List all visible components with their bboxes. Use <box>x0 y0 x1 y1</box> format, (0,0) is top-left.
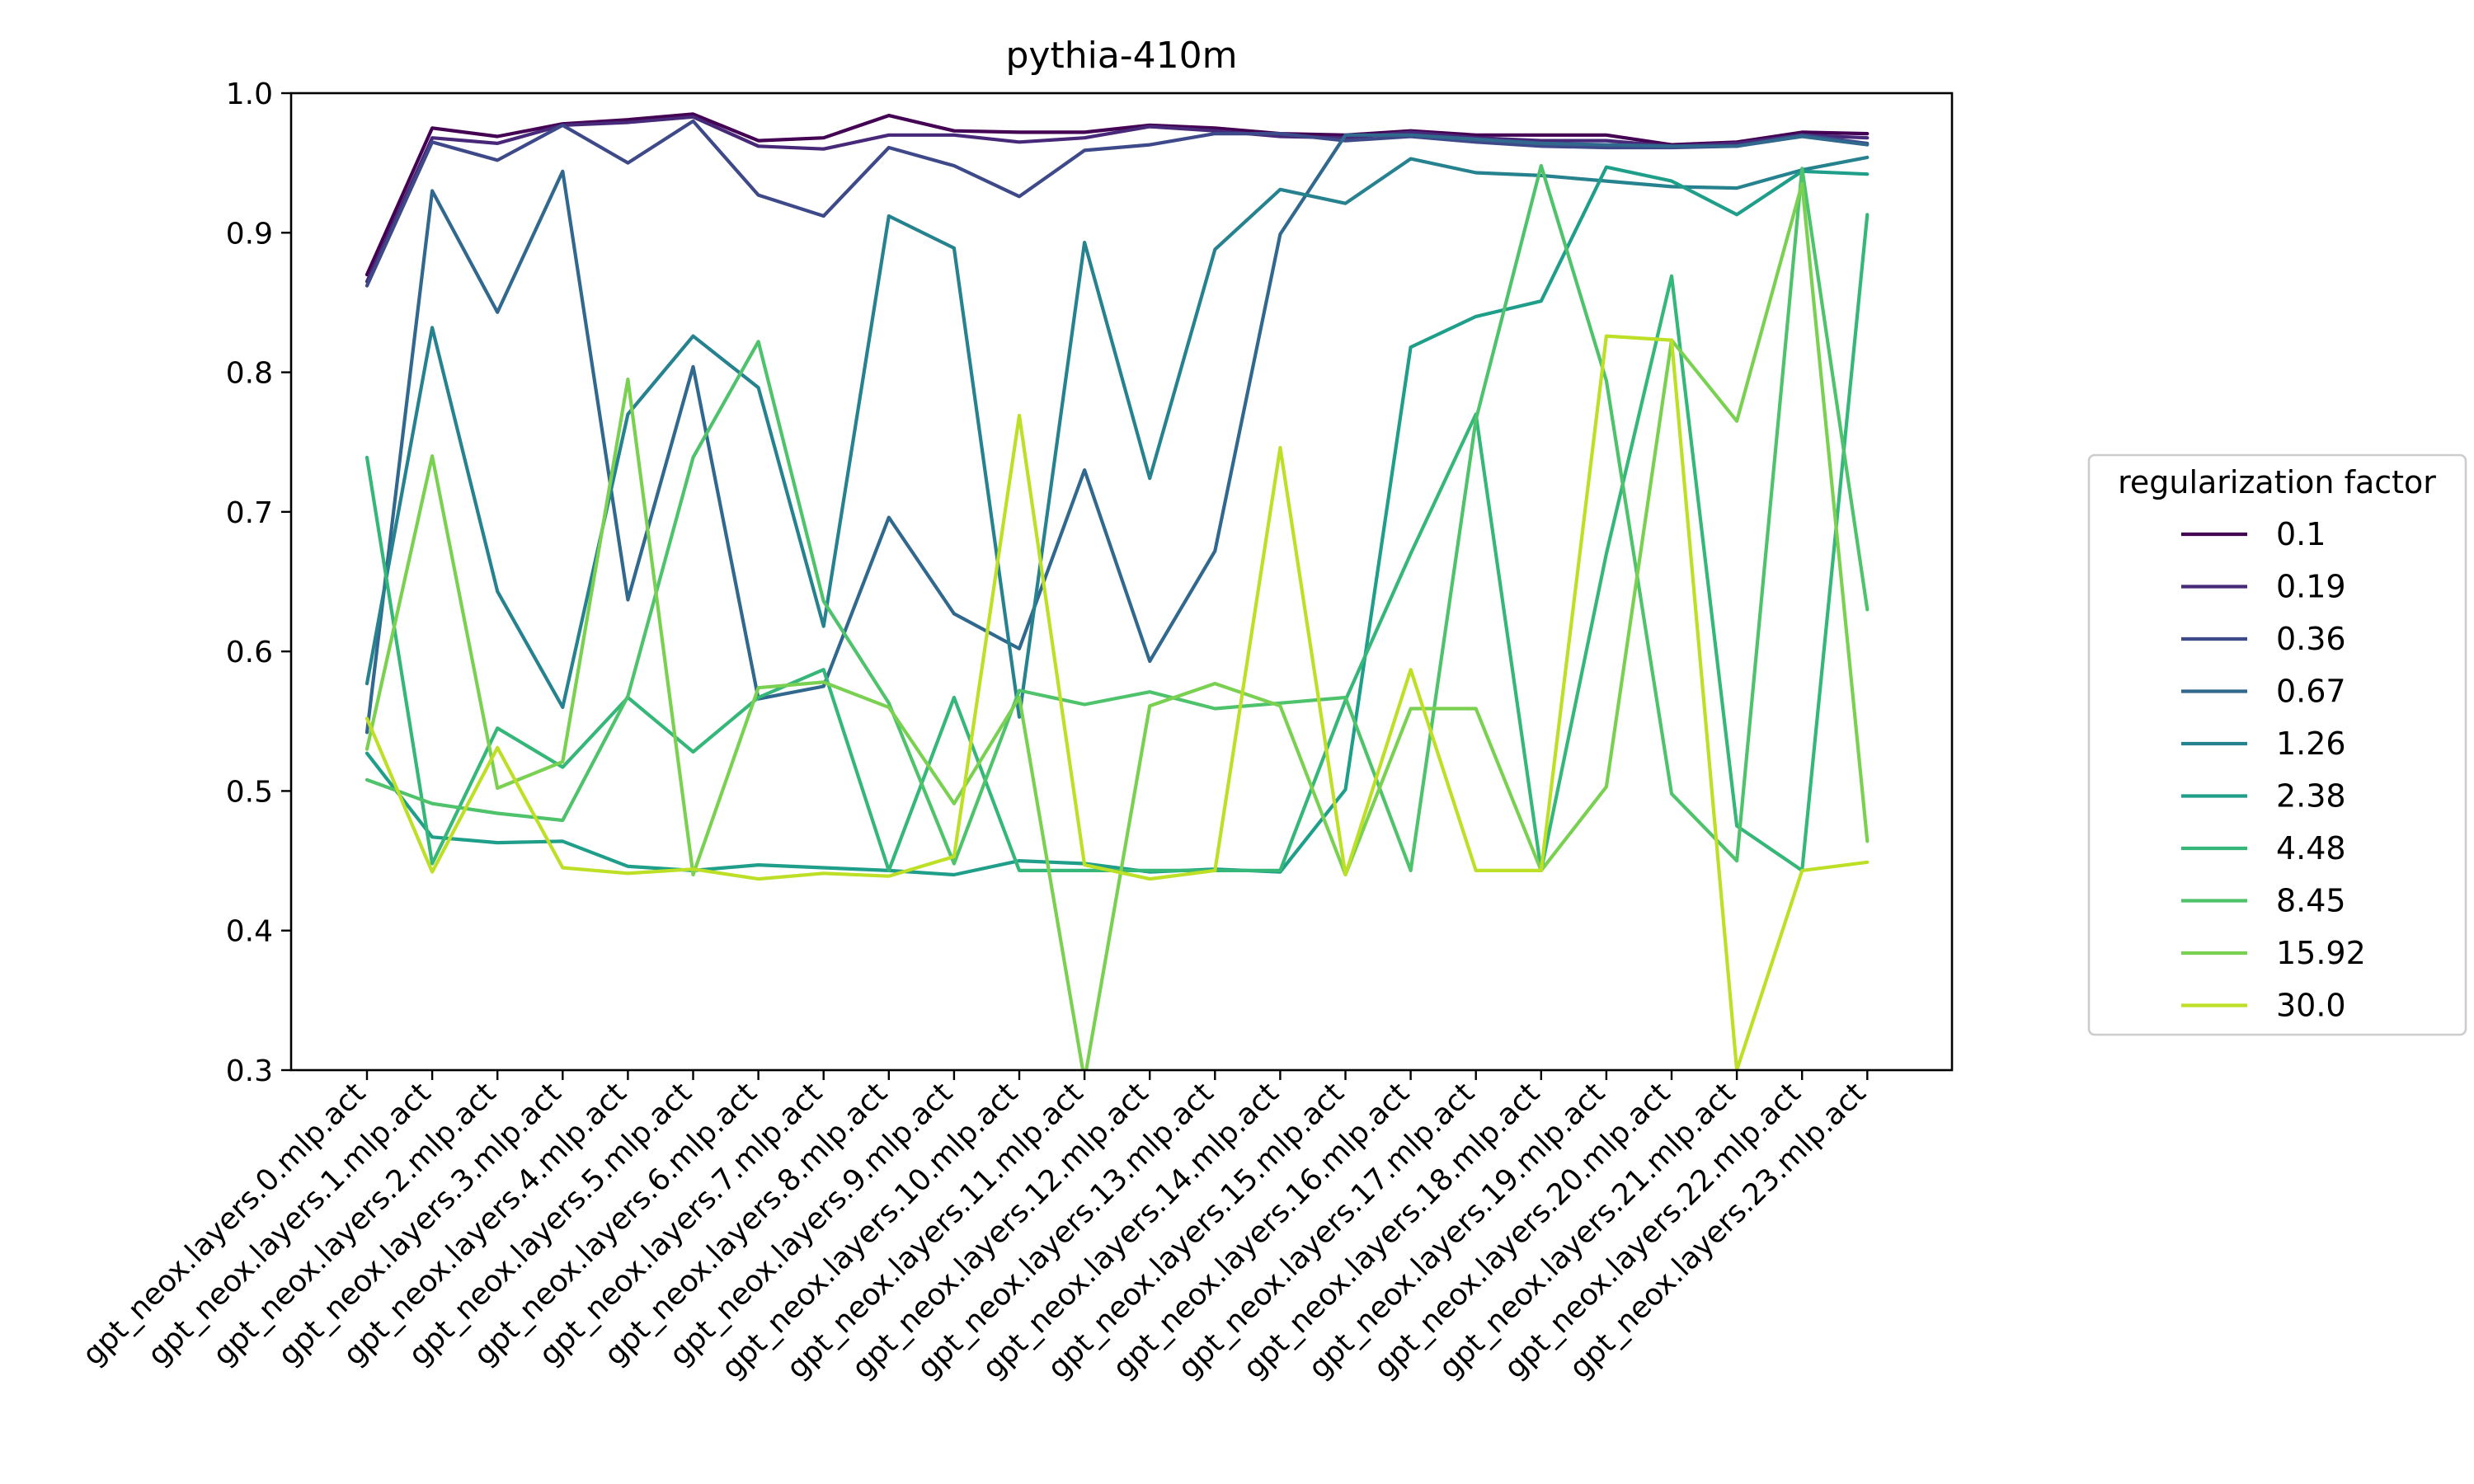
legend-label: 1.26 <box>2276 726 2346 762</box>
y-tick-label: 1.0 <box>226 77 273 111</box>
legend-label: 0.1 <box>2276 516 2326 552</box>
y-tick-label: 0.4 <box>226 915 273 949</box>
series-line-1.26 <box>365 155 1870 719</box>
y-axis: 0.3 0.4 0.5 0.6 0.7 0.8 0.9 1.0 <box>226 77 291 1088</box>
y-tick-label: 0.9 <box>226 217 273 251</box>
legend-label: 0.36 <box>2276 621 2346 657</box>
series-line-0.36 <box>365 119 1870 288</box>
chart-title: pythia-410m <box>1005 35 1237 77</box>
series-lines <box>365 112 1870 1070</box>
y-tick-label: 0.7 <box>226 496 273 530</box>
legend-frame <box>2087 453 2467 1036</box>
y-tick-label: 0.3 <box>226 1054 273 1088</box>
y-tick-label: 0.8 <box>226 357 273 391</box>
legend-label: 0.19 <box>2276 569 2346 605</box>
legend-label: 0.67 <box>2276 674 2346 710</box>
legend-label: 8.45 <box>2276 883 2346 919</box>
series-line-0.19 <box>365 115 1870 284</box>
series-line-8.45 <box>365 163 1870 873</box>
series-line-0.67 <box>365 133 1870 735</box>
series-line-2.38 <box>365 165 1870 877</box>
legend-label: 15.92 <box>2276 935 2366 971</box>
series-line-15.92 <box>365 181 1870 1070</box>
y-tick-label: 0.6 <box>226 636 273 669</box>
legend-items: 0.1 0.19 0.36 0.67 1.26 2.38 4.48 8.45 15.92 30.0 <box>2181 516 2366 1024</box>
series-line-0.1 <box>365 112 1870 277</box>
legend-label: 30.0 <box>2276 988 2346 1024</box>
series-line-30.0 <box>365 334 1870 1070</box>
legend: regularization factor 0.1 0.19 0.36 0.67 1.2… <box>2087 453 2467 1036</box>
legend-label: 4.48 <box>2276 830 2346 866</box>
legend-label: 2.38 <box>2276 778 2346 815</box>
plot-area-frame <box>289 92 1954 1072</box>
y-tick-label: 0.5 <box>226 775 273 809</box>
legend-title: regularization factor <box>2118 464 2436 500</box>
